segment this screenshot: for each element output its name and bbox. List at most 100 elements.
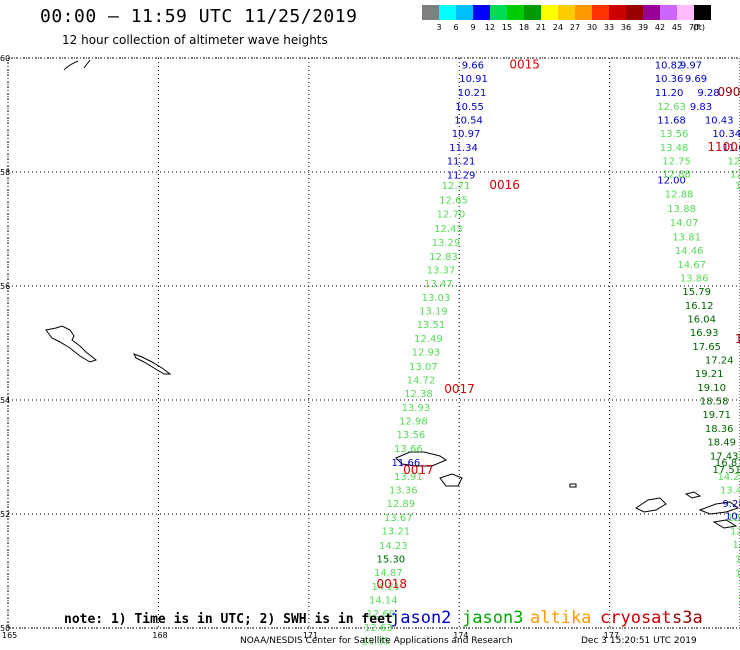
wave-height-label: 13.51: [417, 320, 446, 331]
wave-height-label: 10.82: [655, 60, 684, 71]
wave-height-label: 13.35: [361, 637, 390, 648]
wave-height-label: 11.29: [447, 170, 476, 181]
wave-height-label: 11.07: [722, 143, 740, 154]
lon-tick-label: 171: [303, 631, 318, 640]
colorbar-swatch: [507, 5, 524, 20]
wave-height-label: 12.00: [657, 175, 686, 186]
wave-height-label: 14.46: [675, 246, 704, 257]
colorbar-swatch: [524, 5, 541, 20]
legend-s3a: s3a: [672, 608, 703, 628]
wave-height-label: 16.81: [715, 458, 740, 469]
wave-height-label: 12.69: [366, 609, 395, 620]
wave-height-label: 9.28: [722, 499, 740, 510]
coastline: [712, 519, 738, 529]
wave-height-label: 13.66: [394, 444, 423, 455]
colorbar-tick: 33: [603, 23, 615, 32]
wave-height-label: 13.: [737, 582, 740, 593]
wave-height-label: 13.36: [389, 485, 418, 496]
wave-height-label: 13.86: [680, 273, 709, 284]
colorbar-swatch: [643, 5, 660, 20]
wave-height-label: 10.26: [725, 512, 740, 523]
wave-height-label: 10.97: [452, 129, 481, 140]
colorbar-tick: 9: [470, 23, 476, 32]
pass-time-label: 0015: [509, 57, 540, 71]
pass-time-label: 0017: [403, 463, 434, 477]
wave-height-label: 10.36: [655, 74, 684, 85]
wave-height-label: 18.49: [707, 438, 736, 449]
wave-height-label: 17.65: [692, 342, 721, 353]
wave-height-label: 14.72: [407, 375, 436, 386]
colorbar-tick: 70: [688, 23, 700, 32]
wave-height-label: 17.51: [712, 465, 740, 476]
wave-height-label: 13.56: [660, 129, 689, 140]
colorbar-unit: (ft): [693, 23, 706, 32]
wave-height-label: 12.63: [657, 102, 686, 113]
wave-height-label: 19.21: [695, 369, 724, 380]
wave-height-label: 12.43: [434, 224, 463, 235]
coastline: [45, 325, 98, 363]
wave-height-label: 12.65: [439, 195, 468, 206]
colorbar-swatch: [541, 5, 558, 20]
wave-height-label: 16.93: [690, 328, 719, 339]
chart-title: 00:00 – 11:59 UTC 11/25/2019: [40, 6, 358, 27]
colorbar-swatch: [575, 5, 592, 20]
wave-height-label: 13.47: [424, 279, 453, 290]
colorbar-swatch: [609, 5, 626, 20]
wave-height-label: 10.34: [712, 129, 740, 140]
wave-height-label: 9.83: [690, 102, 712, 113]
colorbar-swatch: [456, 5, 473, 20]
lon-tick-label: 168: [152, 631, 167, 640]
wave-height-label: 14.23: [379, 541, 408, 552]
lon-tick-label: 165: [2, 631, 17, 640]
colorbar-swatch: [660, 5, 677, 20]
wave-height-label: 12.89: [387, 499, 416, 510]
wave-height-label: 12.75: [662, 157, 691, 168]
wave-height-label: 11.68: [657, 116, 686, 127]
wave-height-label: 10.55: [455, 102, 484, 113]
footer-timestamp: Dec 3 15:20:51 UTC 2019: [581, 636, 697, 646]
colorbar-tick: 24: [552, 23, 564, 32]
wave-height-label: 10.91: [459, 74, 488, 85]
wave-height-label: 11.66: [392, 458, 421, 469]
coastline: [63, 59, 91, 71]
wave-height-label: 9.28: [697, 88, 719, 99]
colorbar-tick: 3: [436, 23, 442, 32]
wave-height-label: 12.83: [429, 252, 458, 263]
colorbar-tick: 15: [501, 23, 513, 32]
wave-height-label: 12.: [730, 527, 740, 538]
lat-tick-label: 58: [0, 168, 10, 177]
wave-height-label: 14.87: [374, 568, 403, 579]
colorbar-swatch: [490, 5, 507, 20]
wave-height-label: 18.58: [700, 397, 729, 408]
lat-tick-label: 52: [0, 510, 10, 519]
lat-tick-label: 54: [0, 396, 10, 405]
lat-tick-label: 60: [0, 54, 10, 63]
legend-cryosat: cryosat: [600, 608, 672, 628]
wave-height-label: 14.14: [369, 595, 398, 606]
wave-height-label: 16.12: [685, 301, 714, 312]
wave-height-label: 19.10: [697, 383, 726, 394]
wave-height-label: 17.43: [710, 451, 739, 462]
pass-time-label: 1: [735, 332, 740, 346]
wave-height-label: 13.19: [419, 307, 448, 318]
wave-height-label: 13: [737, 595, 740, 606]
wave-height-label: 12.38: [404, 389, 433, 400]
colorbar-tick: 27: [569, 23, 581, 32]
coastline: [684, 491, 702, 499]
wave-height-label: 15.30: [377, 554, 406, 565]
wave-height-label: 9.66: [462, 60, 484, 71]
wave-height-label: 13.21: [382, 527, 411, 538]
coastline: [439, 473, 463, 487]
colorbar-tick: 39: [637, 23, 649, 32]
wave-height-label: 14.07: [670, 218, 699, 229]
colorbar-tick: 12: [484, 23, 496, 32]
wave-height-label: 15.79: [682, 287, 711, 298]
wave-height-label: 13.56: [397, 430, 426, 441]
wave-height-label: 10.43: [705, 116, 734, 127]
legend-altika: altika: [530, 608, 592, 628]
wave-height-label: 12.70: [437, 210, 466, 221]
wave-height-label: 18.36: [705, 424, 734, 435]
wave-height-label: 17.24: [705, 356, 734, 367]
colorbar-tick: 21: [535, 23, 547, 32]
footer-credit: NOAA/NESDIS Center for Satellite Applica…: [240, 636, 513, 646]
